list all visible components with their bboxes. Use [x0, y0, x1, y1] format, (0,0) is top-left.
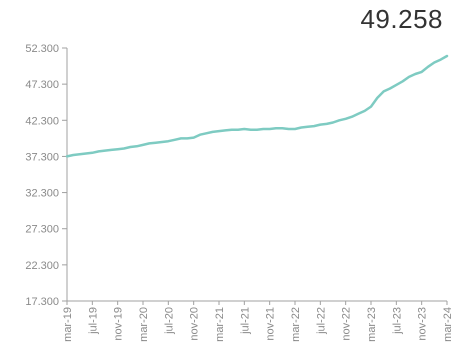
x-tick-label: nov-23	[417, 307, 429, 341]
y-axis-ticks: 17.300 22.300 27.300 32.300 37.300 42.300 47.3…	[25, 43, 67, 308]
x-tick-label: mar-23	[366, 307, 378, 342]
x-tick-label: nov-22	[341, 307, 353, 341]
x-tick-label: jul-22	[315, 307, 327, 335]
x-tick-label: nov-20	[189, 307, 201, 341]
y-tick-label: 42.300	[25, 115, 59, 127]
y-tick-label: 47.300	[25, 79, 59, 91]
x-tick-label: nov-19	[113, 307, 125, 341]
series-line	[65, 54, 449, 158]
x-tick-label: mar-19	[62, 307, 74, 342]
y-tick-label: 17.300	[25, 296, 59, 308]
y-tick-label: 52.300	[25, 43, 59, 55]
y-tick-label: 22.300	[25, 260, 59, 272]
x-tick-label: mar-20	[138, 307, 150, 342]
x-tick-label: jul-23	[391, 307, 403, 335]
x-tick-label: jul-21	[239, 307, 251, 335]
y-tick-label: 32.300	[25, 188, 59, 200]
headline-value: 49.258	[360, 4, 443, 34]
x-tick-label: mar-22	[290, 307, 302, 342]
x-tick-label: jul-20	[163, 307, 175, 335]
x-tick-label: mar-21	[214, 307, 226, 342]
y-tick-label: 37.300	[25, 151, 59, 163]
x-tick-label: nov-21	[265, 307, 277, 341]
x-axis-ticks: mar-19 jul-19 nov-19 mar-20 jul-20 nov-20 mar-…	[62, 301, 454, 342]
x-tick-label: mar-24	[442, 307, 454, 342]
x-tick-label: jul-19	[87, 307, 99, 335]
y-tick-label: 27.300	[25, 224, 59, 236]
